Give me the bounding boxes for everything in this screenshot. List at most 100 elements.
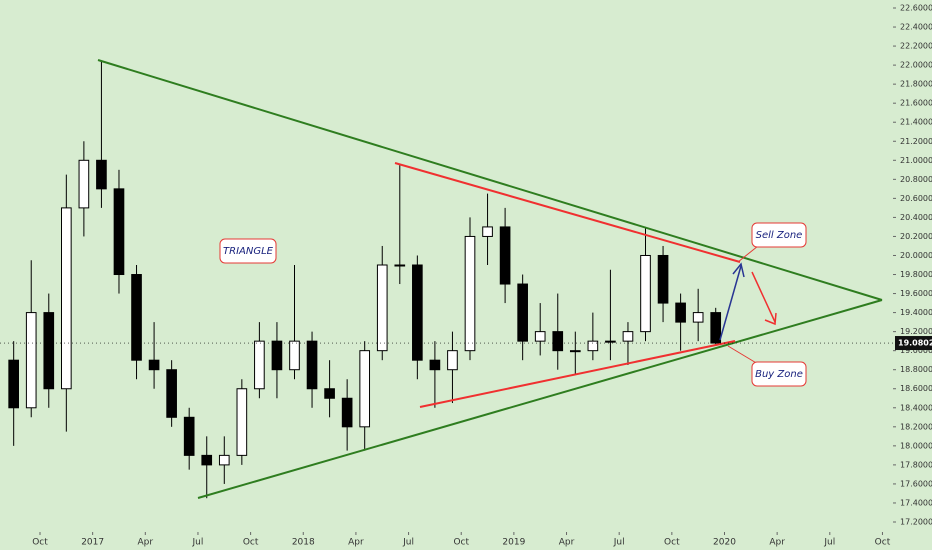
support-line — [419, 340, 736, 408]
down-arrow — [751, 271, 776, 323]
y-tick-label: 17.20000 — [900, 518, 932, 527]
pattern-label-box — [219, 238, 277, 264]
y-tick-label: 18.80000 — [900, 365, 932, 374]
y-tick-label: 20.40000 — [900, 213, 932, 222]
x-tick-label: 2017 — [81, 538, 104, 548]
candle-body — [218, 454, 230, 466]
x-tick-label: Jul — [823, 538, 835, 548]
candle-body — [306, 340, 318, 390]
x-tick-label: Oct — [453, 538, 469, 548]
x-tick-label: Oct — [32, 538, 48, 548]
x-tick-label: Jul — [192, 538, 204, 548]
candle-body — [464, 235, 476, 352]
candle-body — [271, 340, 283, 371]
candle-body — [499, 226, 511, 285]
candle-body — [131, 274, 142, 361]
candle-body — [236, 388, 248, 456]
candle-body — [605, 340, 616, 343]
candle-body — [43, 312, 55, 390]
candle-body — [324, 388, 335, 399]
candle-body — [657, 254, 669, 304]
candles — [8, 60, 722, 499]
candle-body — [517, 283, 528, 342]
candle-body — [376, 264, 388, 352]
y-tick-label: 18.20000 — [900, 422, 932, 431]
y-tick-label: 17.80000 — [900, 460, 932, 469]
x-tick-label: 2020 — [713, 538, 736, 548]
y-tick-label: 18.40000 — [900, 403, 932, 412]
candle-body — [254, 340, 265, 390]
x-tick-label: Oct — [664, 538, 680, 548]
candle-body — [201, 454, 213, 466]
x-tick-label: Oct — [875, 538, 891, 548]
sell-label-box — [751, 222, 807, 248]
last-price-label: 19.08020 — [898, 339, 932, 348]
candle-body — [569, 350, 581, 353]
x-tick-label: 2019 — [502, 538, 525, 548]
y-tick-label: 21.60000 — [900, 99, 932, 108]
candle-body — [183, 416, 195, 456]
candle-body — [289, 340, 300, 371]
candle-body — [341, 397, 353, 428]
candle-body — [447, 350, 458, 371]
candle-body — [78, 159, 90, 209]
y-tick-label: 20.80000 — [900, 175, 932, 184]
pattern-label: TRIANGLE — [223, 246, 274, 257]
triangle-upper-line — [97, 59, 883, 301]
y-tick-label: 21.00000 — [900, 156, 932, 165]
x-tick-label: Jul — [402, 538, 414, 548]
axes: 17.20000 17.40000 17.60000 17.80000 18.00000… — [0, 3, 932, 548]
candle-body — [61, 207, 72, 390]
x-tick-label: Apr — [138, 538, 154, 548]
y-tick-label: 19.80000 — [900, 270, 932, 279]
candle-body — [552, 331, 564, 352]
y-tick-label: 19.40000 — [900, 308, 932, 317]
up-arrow-head — [732, 262, 745, 278]
y-tick-label: 22.20000 — [900, 42, 932, 51]
buy-label-box — [751, 361, 807, 387]
y-tick-label: 21.20000 — [900, 137, 932, 146]
candle-body — [482, 226, 493, 237]
y-tick-label: 22.00000 — [900, 61, 932, 70]
last-price-box — [895, 336, 932, 351]
y-tick-label: 22.60000 — [900, 3, 932, 12]
candle-body — [587, 340, 599, 352]
sell-connector — [737, 245, 759, 263]
candle-body — [359, 350, 371, 428]
candle-body — [148, 359, 160, 371]
y-tick-label: 17.40000 — [900, 498, 932, 507]
x-tick-label: 2018 — [292, 538, 315, 548]
candle-body — [96, 159, 107, 190]
y-tick-label: 18.00000 — [900, 441, 932, 450]
candle-body — [412, 264, 423, 361]
x-tick-label: Apr — [348, 538, 364, 548]
candle-body — [692, 312, 704, 323]
candle-body — [394, 264, 406, 267]
candle-body — [166, 369, 177, 418]
y-tick-label: 21.80000 — [900, 80, 932, 89]
buy-label: Buy Zone — [755, 369, 803, 380]
y-tick-label: 22.40000 — [900, 23, 932, 32]
x-tick-label: Oct — [243, 538, 259, 548]
resistance-line — [394, 162, 741, 263]
y-tick-label: 19.00000 — [900, 346, 932, 355]
y-tick-label: 18.60000 — [900, 384, 932, 393]
triangle-lower-line — [197, 299, 883, 499]
y-tick-label: 17.60000 — [900, 479, 932, 488]
candle-body — [25, 312, 37, 409]
y-tick-label: 20.20000 — [900, 232, 932, 241]
y-tick-label: 21.40000 — [900, 118, 932, 127]
candle-body — [640, 254, 651, 333]
candle-body — [675, 302, 686, 323]
candle-body — [710, 312, 722, 344]
buy-connector — [727, 345, 759, 365]
y-tick-label: 19.60000 — [900, 289, 932, 298]
candle-body — [8, 359, 20, 409]
x-tick-label: Apr — [559, 538, 575, 548]
candle-body — [622, 331, 634, 342]
y-tick-label: 20.00000 — [900, 251, 932, 260]
candle-body — [429, 359, 441, 371]
sell-label: Sell Zone — [756, 230, 803, 241]
